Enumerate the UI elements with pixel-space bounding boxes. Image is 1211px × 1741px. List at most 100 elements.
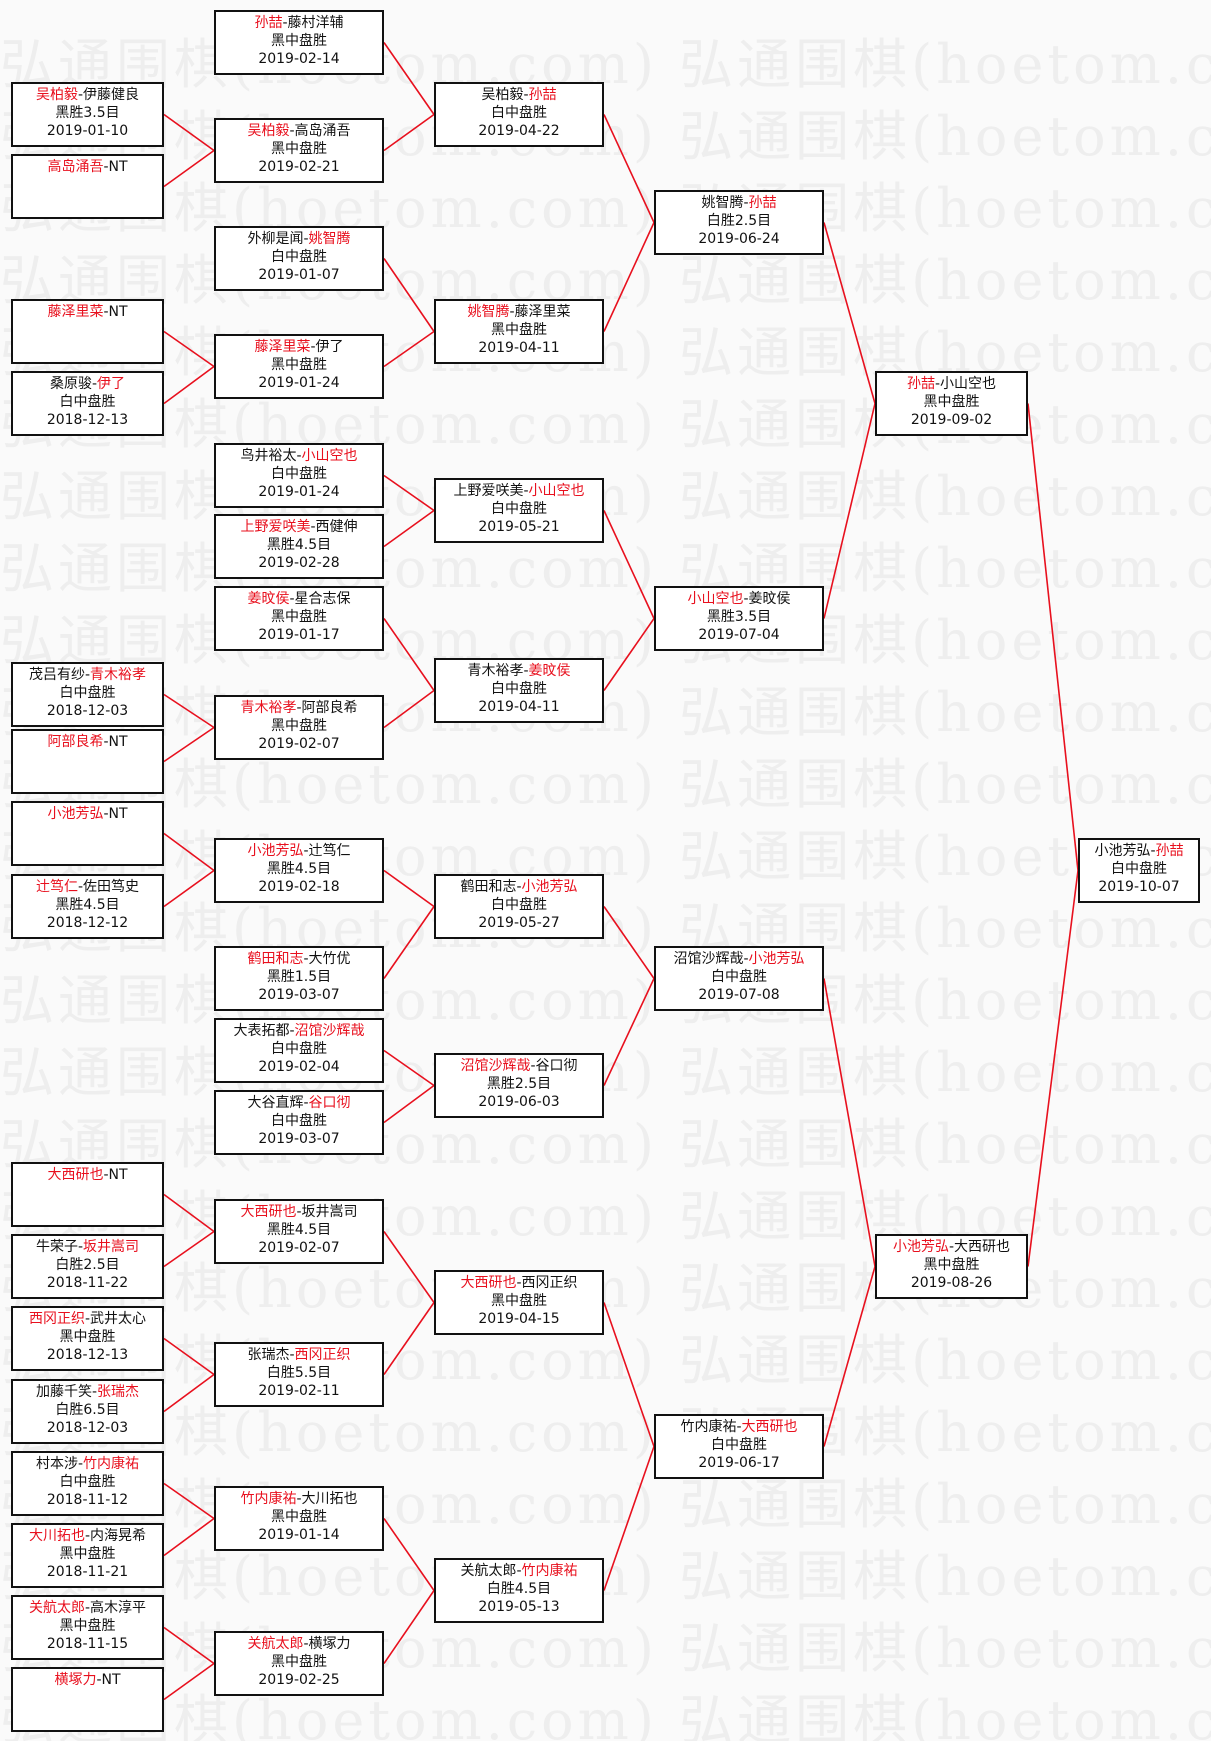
match-players: 吴柏毅-伊藤健良 bbox=[13, 86, 162, 104]
player-1: 小池芳弘 bbox=[892, 1239, 949, 1255]
player-1: 上野爱咲美 bbox=[240, 519, 311, 535]
match-box: 牛荣子-坂井嵩司 白胜2.5目 2018-11-22 bbox=[11, 1234, 164, 1299]
match-result: 白中盘胜 bbox=[491, 501, 547, 517]
bracket-connector bbox=[823, 978, 876, 1267]
match-date: 2019-04-11 bbox=[478, 340, 560, 356]
match-result: 黑中盘胜 bbox=[271, 33, 327, 49]
player-1: 外柳是闻 bbox=[247, 231, 304, 247]
match-players: 竹内康祐-大川拓也 bbox=[216, 1490, 382, 1508]
separator: - bbox=[1150, 843, 1156, 859]
bracket-connector bbox=[383, 618, 435, 691]
match-result: 白胜2.5目 bbox=[55, 1257, 120, 1273]
match-date: 2018-11-21 bbox=[46, 1564, 129, 1580]
match-date: 2019-05-13 bbox=[478, 1599, 560, 1615]
bracket-connector bbox=[163, 1337, 215, 1376]
match-players: 关航太郎-高木淳平 bbox=[13, 1599, 162, 1617]
separator: - bbox=[743, 591, 749, 607]
match-box: 孙喆-藤村洋辅 黑中盘胜 2019-02-14 bbox=[214, 10, 384, 75]
match-result: 黑中盘胜 bbox=[491, 322, 547, 338]
bracket-connector bbox=[383, 1231, 435, 1303]
match-players: 关航太郎-横塚力 bbox=[216, 1635, 382, 1653]
match-result: 白中盘胜 bbox=[1111, 861, 1167, 877]
player-1: 关航太郎 bbox=[460, 1563, 517, 1579]
separator: - bbox=[516, 1563, 522, 1579]
bracket-connector bbox=[603, 1446, 655, 1591]
player-2: 内海晃希 bbox=[90, 1528, 147, 1544]
separator: - bbox=[743, 951, 749, 967]
match-result: 白中盘胜 bbox=[271, 249, 327, 265]
match-date: 2019-01-14 bbox=[258, 1527, 340, 1543]
bracket-connector bbox=[823, 403, 876, 619]
player-1: 大西研也 bbox=[240, 1204, 297, 1220]
match-players: 青木裕孝-阿部良希 bbox=[216, 699, 382, 717]
match-result: 黑中盘胜 bbox=[59, 1329, 116, 1345]
player-1: 高岛涌吾 bbox=[47, 159, 104, 175]
bracket-connector bbox=[383, 330, 435, 368]
separator: - bbox=[91, 1384, 98, 1400]
player-1: 张瑞杰 bbox=[247, 1347, 290, 1363]
bracket-connector bbox=[383, 1518, 435, 1591]
match-box: 张瑞杰-西冈正织 白胜5.5目 2019-02-11 bbox=[214, 1342, 384, 1407]
player-2: 孙喆 bbox=[1155, 843, 1184, 859]
match-box: 关航太郎-竹内康祐 白胜4.5目 2019-05-13 bbox=[434, 1558, 604, 1623]
match-players: 鸟井裕太-小山空也 bbox=[216, 447, 382, 465]
player-2: 小山空也 bbox=[301, 448, 358, 464]
player-1: 小山空也 bbox=[687, 591, 744, 607]
match-result: 黑中盘胜 bbox=[923, 1257, 980, 1273]
bracket-connector bbox=[383, 1302, 435, 1375]
match-players: 大西研也-坂井嵩司 bbox=[216, 1203, 382, 1221]
bracket-connector bbox=[163, 1193, 215, 1233]
player-2: 沼馆沙辉哉 bbox=[294, 1023, 365, 1039]
match-box: 加藤千笑-张瑞杰 白胜6.5目 2018-12-03 bbox=[11, 1379, 164, 1444]
separator: - bbox=[96, 1672, 102, 1688]
match-box: 小池芳弘-NT bbox=[11, 801, 164, 866]
player-2: 坂井嵩司 bbox=[301, 1204, 358, 1220]
match-players: 小山空也-姜旼侯 bbox=[656, 590, 822, 608]
player-1: 孙喆 bbox=[906, 376, 935, 392]
match-players: 桑原骏-伊了 bbox=[13, 375, 162, 393]
match-box: 鸟井裕太-小山空也 白中盘胜 2019-01-24 bbox=[214, 443, 384, 508]
separator: - bbox=[948, 1239, 955, 1255]
player-2: 小山空也 bbox=[528, 483, 585, 499]
match-date: 2019-01-17 bbox=[258, 627, 340, 643]
player-1: 竹内康祐 bbox=[240, 1491, 297, 1507]
separator: - bbox=[289, 591, 295, 607]
separator: - bbox=[303, 951, 309, 967]
match-box: 横塚力-NT bbox=[11, 1667, 164, 1732]
match-players: 姜旼侯-星合志保 bbox=[216, 590, 382, 608]
player-1: 牛荣子 bbox=[35, 1239, 78, 1255]
match-players: 上野爱咲美-西健伸 bbox=[216, 518, 382, 536]
player-1: 关航太郎 bbox=[247, 1636, 304, 1652]
match-result: 白中盘胜 bbox=[59, 685, 116, 701]
player-2: 佐田笃史 bbox=[83, 879, 140, 895]
player-1: 孙喆 bbox=[254, 15, 283, 31]
match-box: 上野爱咲美-西健伸 黑胜4.5目 2019-02-28 bbox=[214, 514, 384, 579]
separator: - bbox=[103, 734, 109, 750]
match-box: 大川拓也-内海晃希 黑中盘胜 2018-11-21 bbox=[11, 1523, 164, 1588]
match-result: 黑中盘胜 bbox=[271, 718, 327, 734]
match-players: 小池芳弘-NT bbox=[13, 805, 162, 823]
match-result: 黑中盘胜 bbox=[271, 357, 327, 373]
separator: - bbox=[103, 304, 109, 320]
match-result: 黑中盘胜 bbox=[59, 1546, 116, 1562]
match-date: 2018-11-22 bbox=[46, 1275, 129, 1291]
match-players: 沼馆沙辉哉-小池芳弘 bbox=[656, 950, 822, 968]
match-box: 小山空也-姜旼侯 黑胜3.5目 2019-07-04 bbox=[654, 586, 824, 651]
player-1: 藤泽里菜 bbox=[47, 304, 104, 320]
match-players: 吴柏毅-高岛涌吾 bbox=[216, 122, 382, 140]
match-result: 白中盘胜 bbox=[711, 1437, 767, 1453]
match-box: 姚智腾-藤泽里菜 黑中盘胜 2019-04-11 bbox=[434, 299, 604, 364]
match-result: 白中盘胜 bbox=[271, 1113, 327, 1129]
player-2: NT bbox=[101, 1672, 121, 1688]
separator: - bbox=[296, 700, 302, 716]
player-2: 孙喆 bbox=[748, 195, 777, 211]
player-2: NT bbox=[108, 1167, 128, 1183]
match-players: 阿部良希-NT bbox=[13, 733, 162, 751]
match-date: 2019-10-07 bbox=[1098, 879, 1180, 895]
player-1: 阿部良希 bbox=[47, 734, 104, 750]
match-result: 黑胜4.5目 bbox=[266, 1222, 332, 1238]
match-date: 2018-12-12 bbox=[46, 915, 129, 931]
match-result: 黑胜1.5目 bbox=[266, 969, 332, 985]
separator: - bbox=[77, 87, 84, 103]
